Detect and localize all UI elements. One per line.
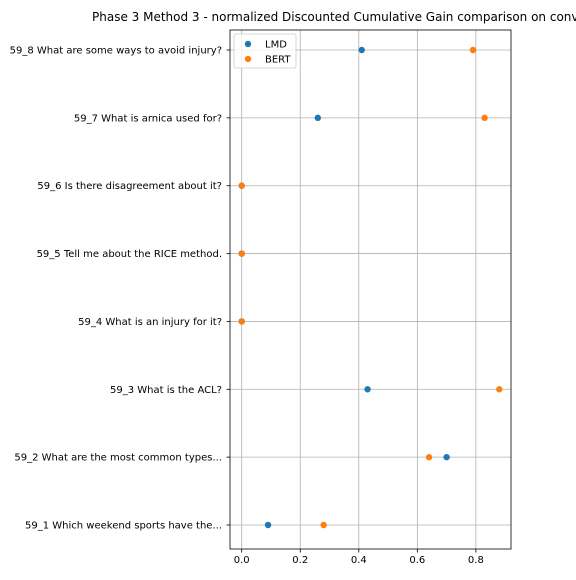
data-point-bert — [238, 318, 245, 325]
y-tick-label: 59_8 What are some ways to avoid injury? — [10, 46, 222, 57]
plot-frame — [229, 29, 512, 550]
data-point-bert — [238, 182, 245, 189]
data-point-bert — [320, 521, 327, 529]
data-point-bert — [425, 453, 433, 461]
legend-marker-lmd — [244, 40, 252, 48]
data-point-lmd — [264, 521, 272, 529]
x-tick-label: 0.0 — [234, 555, 250, 566]
data-point-lmd — [443, 453, 450, 461]
chart-title: Phase 3 Method 3 - normalized Discounted… — [92, 10, 576, 24]
y-tick-label: 59_2 What are the most common types... — [14, 453, 222, 464]
data-point-bert — [481, 114, 488, 122]
y-tick-label: 59_1 Which weekend sports have the... — [25, 521, 222, 532]
data-point-lmd — [358, 46, 365, 54]
marks-layer — [238, 46, 503, 529]
grid-layer — [230, 30, 511, 549]
y-tick-label: 59_4 What is an injury for it? — [78, 317, 222, 328]
axes-layer: 0.0 0.2 0.4 0.6 0.8 59_8 What are some ways t… — [10, 29, 512, 566]
data-point-lmd — [364, 386, 371, 393]
data-point-bert — [238, 250, 245, 257]
data-point-bert — [469, 46, 477, 54]
y-tick-label: 59_5 Tell me about the RICE method. — [37, 249, 222, 260]
legend: LMD BERT — [233, 33, 297, 69]
data-point-bert — [496, 386, 503, 393]
x-tick-label: 0.6 — [409, 555, 425, 566]
x-tick-label: 0.4 — [351, 555, 367, 566]
x-tick-label: 0.2 — [292, 555, 308, 566]
legend-marker-bert — [244, 55, 252, 63]
data-point-lmd — [314, 114, 322, 122]
legend-label-bert: BERT — [265, 55, 291, 66]
legend-label-lmd: LMD — [265, 40, 287, 51]
y-tick-label: 59_6 Is there disagreement about it? — [37, 181, 222, 192]
y-tick-label: 59_3 What is the ACL? — [110, 385, 222, 396]
y-tick-label: 59_7 What is arnica used for? — [74, 113, 222, 124]
x-tick-label: 0.8 — [468, 555, 484, 566]
